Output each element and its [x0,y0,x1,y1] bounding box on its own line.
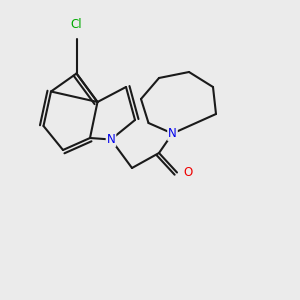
Text: Cl: Cl [71,19,82,32]
Text: O: O [183,166,192,179]
Text: N: N [106,133,116,146]
Text: N: N [168,127,177,140]
